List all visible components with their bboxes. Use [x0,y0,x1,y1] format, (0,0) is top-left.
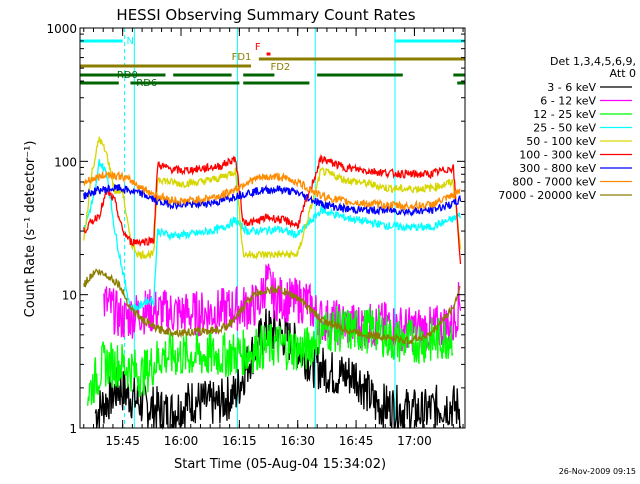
series-line-5 [83,153,462,265]
x-axis-label: Start Time (05-Aug-04 15:34:02) [174,457,386,472]
flag-label-fd1: FD1 [232,52,252,63]
legend-label-0: 3 - 6 keV [547,81,596,94]
legend-label-7: 800 - 7000 keV [512,176,596,189]
series-line-2 [87,305,454,406]
y-tick-label-1: 10 [62,289,77,303]
x-tick-label-4: 16:45 [339,434,374,448]
legend-label-1: 6 - 12 keV [540,95,596,108]
series-line-6 [83,184,462,217]
y-axis-label: Count Rate (s⁻¹ detector⁻¹) [23,141,38,318]
series-line-4 [83,136,462,261]
series-line-8 [83,268,461,345]
x-tick-label-3: 16:30 [280,434,315,448]
flag-label-fd2: FD2 [270,62,290,73]
series-line-1 [103,263,462,352]
chart-title: HESSI Observing Summary Count Rates [116,6,415,24]
series-line-3 [83,159,462,312]
plot-frame [79,27,466,429]
x-tick-label-0: 15:45 [105,434,140,448]
data-series [83,136,462,430]
x-tick-label-2: 16:15 [222,434,257,448]
legend-header-line1: Det 1,3,4,5,6,9, [550,55,636,68]
legend-label-4: 50 - 100 keV [526,135,596,148]
x-tick-label-5: 17:00 [397,434,432,448]
y-tick-label-2: 100 [54,155,77,169]
legend-label-3: 25 - 50 keV [533,122,596,135]
legend-label-5: 100 - 300 keV [519,149,596,162]
legend-label-6: 300 - 800 keV [519,162,596,175]
y-tick-label-3: 1000 [46,22,77,36]
flag-label-n: N [127,36,134,47]
legend-header-line2: Att 0 [610,67,636,80]
legend-label-2: 12 - 25 keV [533,108,596,121]
x-tick-label-1: 16:00 [164,434,199,448]
flag-label-f: F [255,42,261,53]
footer-timestamp: 26-Nov-2009 09:15 [559,467,636,476]
y-tick-label-0: 1 [69,422,77,436]
series-line-7 [83,170,461,212]
axes: 1 10 100 1000 15:45 16:00 16:15 16:30 16:45 17:00 [46,22,465,448]
legend-label-8: 7000 - 20000 keV [498,189,596,202]
flag-label-rd0: RD0 [117,70,138,81]
flag-label-rd6: RD6 [136,78,157,89]
